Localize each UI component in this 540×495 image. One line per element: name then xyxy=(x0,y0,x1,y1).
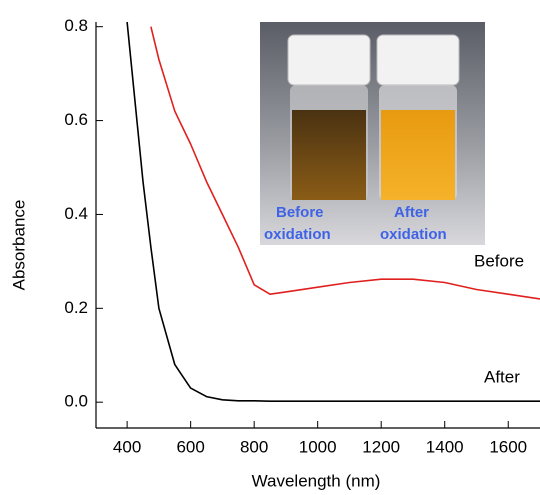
y-tick-label: 0.8 xyxy=(64,16,88,35)
y-tick-label: 0.4 xyxy=(64,204,88,223)
x-axis-label: Wavelength (nm) xyxy=(252,471,381,490)
x-tick-label: 1000 xyxy=(299,437,337,456)
series-annotation: After xyxy=(484,367,520,386)
x-tick-label: 800 xyxy=(240,437,268,456)
chart: Before oxidation After oxidation Wavelen… xyxy=(0,0,540,495)
inset-photo: Before oxidation After oxidation xyxy=(260,22,485,245)
x-tick-label: 400 xyxy=(113,437,141,456)
inset-label: oxidation xyxy=(264,226,331,243)
x-tick-label: 600 xyxy=(176,437,204,456)
x-tick-label: 1200 xyxy=(362,437,400,456)
y-tick-label: 0.6 xyxy=(64,110,88,129)
inset-label: After xyxy=(394,204,429,221)
y-axis-label: Absorbance xyxy=(9,200,28,291)
series-annotation: Before xyxy=(474,251,524,270)
inset-label: Before xyxy=(276,204,324,221)
inset-label: oxidation xyxy=(380,226,447,243)
y-tick-label: 0.2 xyxy=(64,298,88,317)
y-tick-label: 0.0 xyxy=(64,392,88,411)
x-tick-label: 1400 xyxy=(426,437,464,456)
x-tick-label: 1600 xyxy=(489,437,527,456)
